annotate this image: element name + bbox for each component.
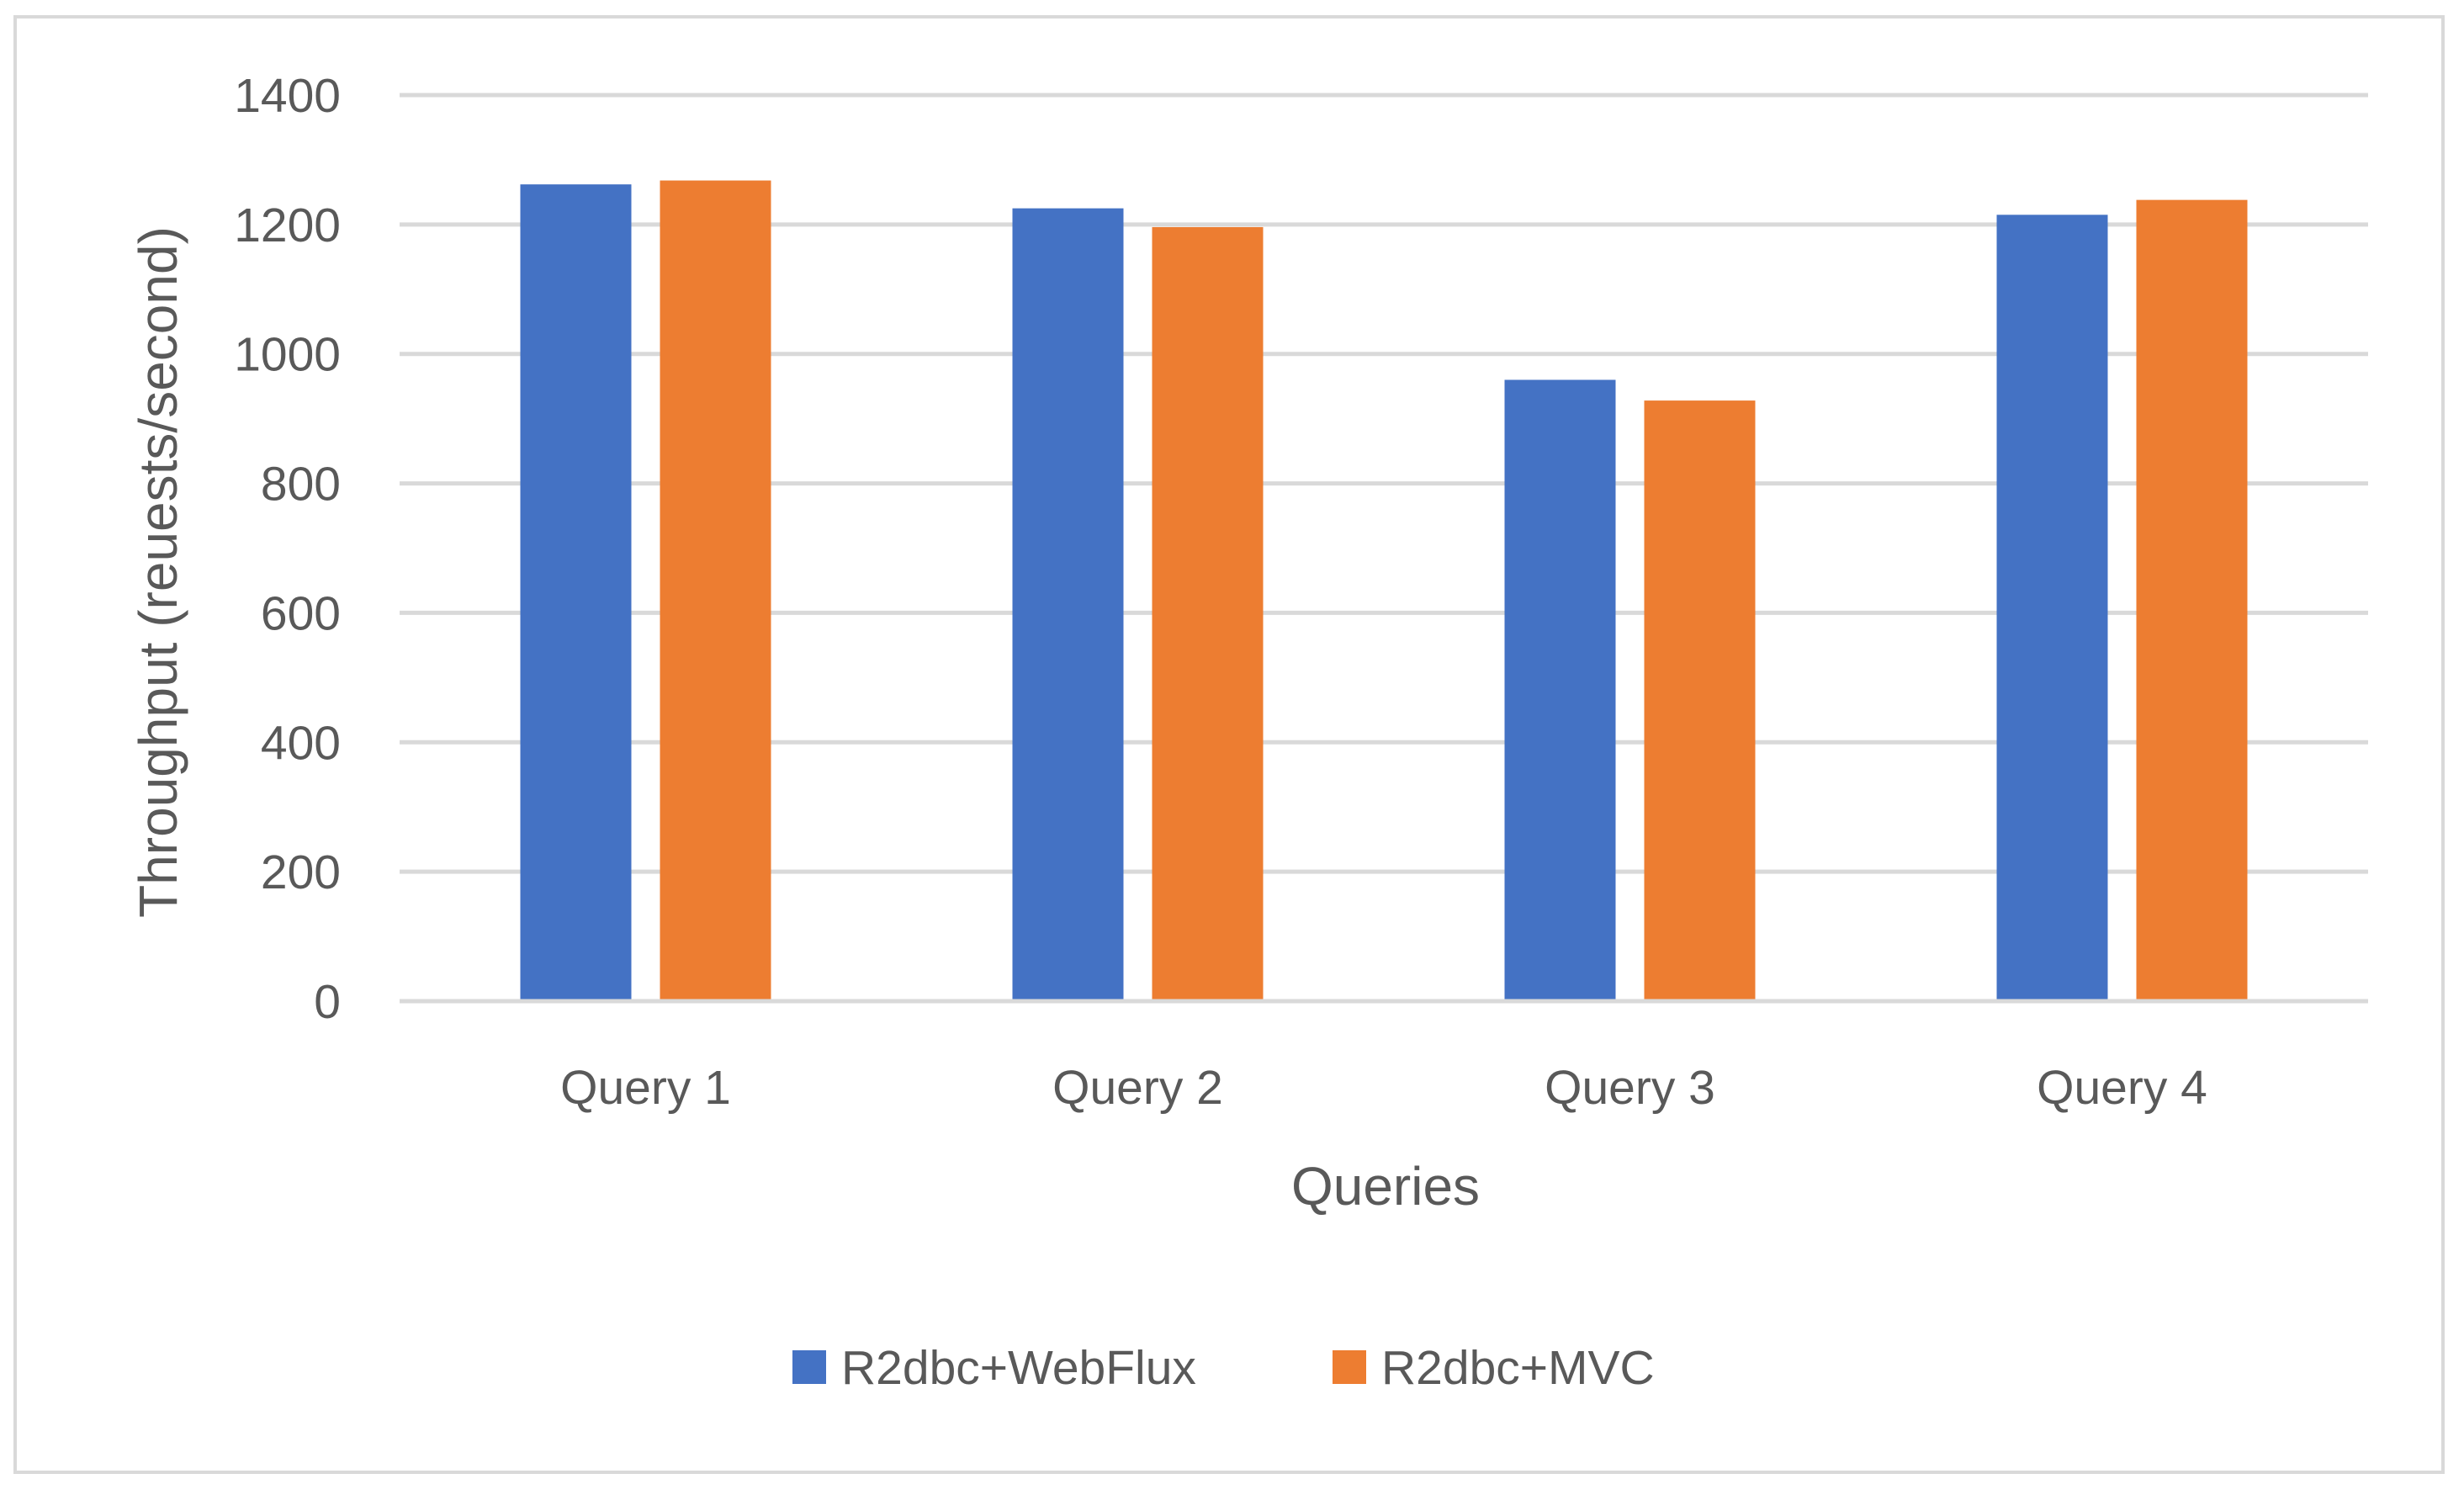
y-tick-label-800: 800	[261, 458, 341, 512]
bar-mvc-query-2	[1152, 226, 1264, 1001]
bar-mvc-query-4	[2136, 199, 2248, 1002]
x-tick-label-query-4: Query 4	[2037, 1061, 2207, 1115]
y-tick-label-600: 600	[261, 586, 341, 640]
y-axis-ticks: 0 200 400 600 800 1000 1200 1400	[234, 69, 341, 1029]
x-axis-ticks: Query 1 Query 2 Query 3 Query 4	[560, 1061, 2207, 1115]
bar-webflux-query-1	[520, 184, 632, 1001]
y-tick-label-1200: 1200	[234, 199, 341, 252]
x-axis-title: Queries	[1291, 1156, 1480, 1217]
bar-webflux-query-4	[1996, 215, 2108, 1001]
bar-mvc-query-3	[1644, 400, 1756, 1001]
bars	[400, 180, 2368, 1004]
legend-swatch-mvc	[1333, 1350, 1366, 1384]
bar-webflux-query-3	[1504, 379, 1616, 1001]
x-tick-label-query-3: Query 3	[1545, 1061, 1715, 1115]
x-tick-label-query-1: Query 1	[560, 1061, 731, 1115]
bar-mvc-query-1	[660, 180, 771, 1001]
legend-label-webflux: R2dbc+WebFlux	[841, 1341, 1196, 1395]
y-tick-label-1000: 1000	[234, 328, 341, 382]
bar-webflux-query-2	[1012, 208, 1124, 1001]
legend: R2dbc+WebFlux R2dbc+MVC	[792, 1341, 1655, 1395]
y-tick-label-1400: 1400	[234, 69, 341, 123]
y-axis-title: Throughput (reuests/second)	[128, 226, 188, 918]
y-tick-label-0: 0	[314, 975, 341, 1029]
y-tick-label-400: 400	[261, 716, 341, 770]
legend-swatch-webflux	[792, 1350, 826, 1384]
x-tick-label-query-2: Query 2	[1052, 1061, 1223, 1115]
y-tick-label-200: 200	[261, 846, 341, 899]
legend-label-mvc: R2dbc+MVC	[1381, 1341, 1655, 1395]
